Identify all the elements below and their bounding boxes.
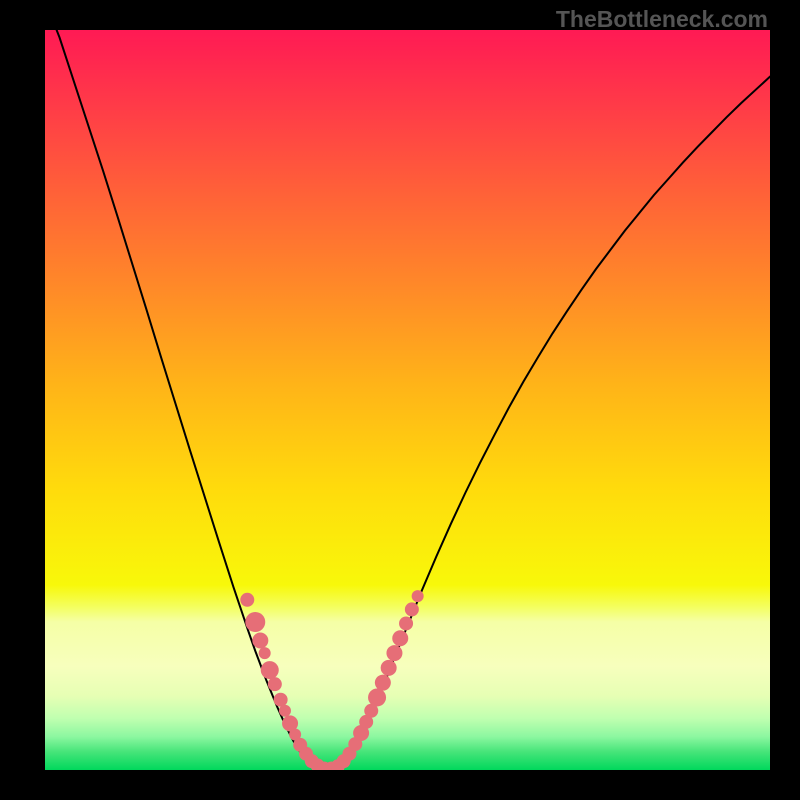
data-marker bbox=[261, 661, 279, 679]
data-marker bbox=[392, 630, 408, 646]
data-marker bbox=[274, 693, 288, 707]
markers-group bbox=[240, 590, 423, 770]
curves-svg bbox=[45, 30, 770, 770]
data-marker bbox=[399, 616, 413, 630]
chart-frame: TheBottleneck.com bbox=[0, 0, 800, 800]
watermark-text: TheBottleneck.com bbox=[556, 6, 768, 33]
data-marker bbox=[412, 590, 424, 602]
data-marker bbox=[405, 602, 419, 616]
data-marker bbox=[240, 593, 254, 607]
data-marker bbox=[279, 705, 291, 717]
data-marker bbox=[252, 633, 268, 649]
data-marker bbox=[368, 688, 386, 706]
data-marker bbox=[386, 645, 402, 661]
data-marker bbox=[381, 660, 397, 676]
data-marker bbox=[245, 612, 265, 632]
plot-area bbox=[45, 30, 770, 770]
data-marker bbox=[268, 677, 282, 691]
left-curve bbox=[45, 30, 328, 770]
data-marker bbox=[375, 675, 391, 691]
data-marker bbox=[259, 647, 271, 659]
